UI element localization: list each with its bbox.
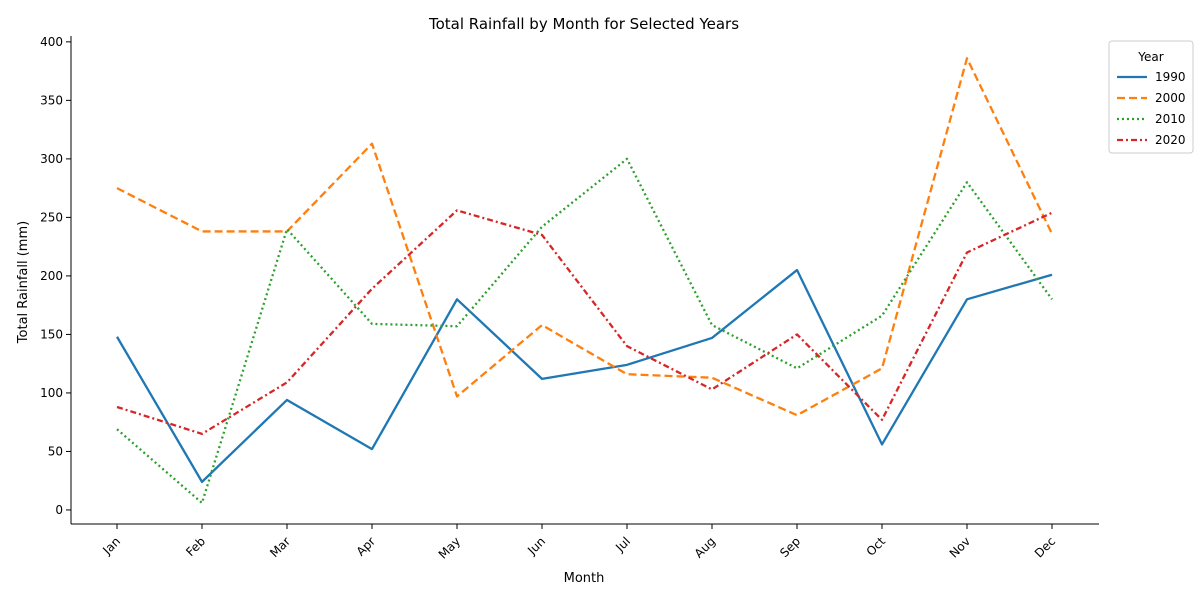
x-tick-label: Oct — [864, 534, 889, 559]
series-lines — [116, 57, 1054, 505]
legend-label-2010: 2010 — [1155, 112, 1186, 126]
x-tick-label: Jan — [99, 534, 123, 558]
series-line-2000 — [116, 57, 1054, 417]
x-axis-label: Month — [564, 571, 605, 586]
legend: Year 1990 2000 2010 2020 — [1108, 40, 1194, 154]
y-tick-label: 400 — [40, 35, 63, 49]
y-tick-label: 300 — [40, 152, 63, 166]
y-tick-label: 100 — [40, 386, 63, 400]
x-tick-label: Aug — [692, 534, 718, 560]
series-line-2020 — [116, 209, 1053, 436]
x-tick-label: Sep — [777, 534, 803, 560]
legend-label-1990: 1990 — [1155, 70, 1186, 84]
axes: 0 50 100 150 200 250 300 350 400 Jan Feb Mar Apr May J… — [40, 35, 1099, 562]
series-line-2010 — [116, 157, 1053, 505]
legend-label-2020: 2020 — [1155, 133, 1186, 147]
x-tick-label: Mar — [267, 534, 293, 560]
x-tick-label: Dec — [1032, 534, 1058, 560]
y-tick-label: 0 — [55, 503, 63, 517]
x-tick-label: May — [436, 534, 463, 561]
x-tick-label: Jul — [612, 534, 633, 555]
x-tick-label: Jun — [524, 534, 548, 558]
x-tick-label: Nov — [947, 534, 973, 560]
y-tick-label: 350 — [40, 93, 63, 107]
y-tick-label: 150 — [40, 327, 63, 341]
y-axis-label: Total Rainfall (mm) — [16, 221, 31, 344]
legend-box — [1108, 40, 1194, 154]
y-tick-label: 50 — [48, 444, 63, 458]
legend-title: Year — [1137, 50, 1163, 64]
chart-title: Total Rainfall by Month for Selected Yea… — [428, 15, 739, 33]
x-tick-label: Feb — [183, 534, 208, 559]
y-tick-label: 250 — [40, 210, 63, 224]
legend-label-2000: 2000 — [1155, 91, 1186, 105]
series-line-1990 — [116, 268, 1053, 484]
y-tick-label: 200 — [40, 269, 63, 283]
x-tick-label: Apr — [354, 534, 379, 559]
